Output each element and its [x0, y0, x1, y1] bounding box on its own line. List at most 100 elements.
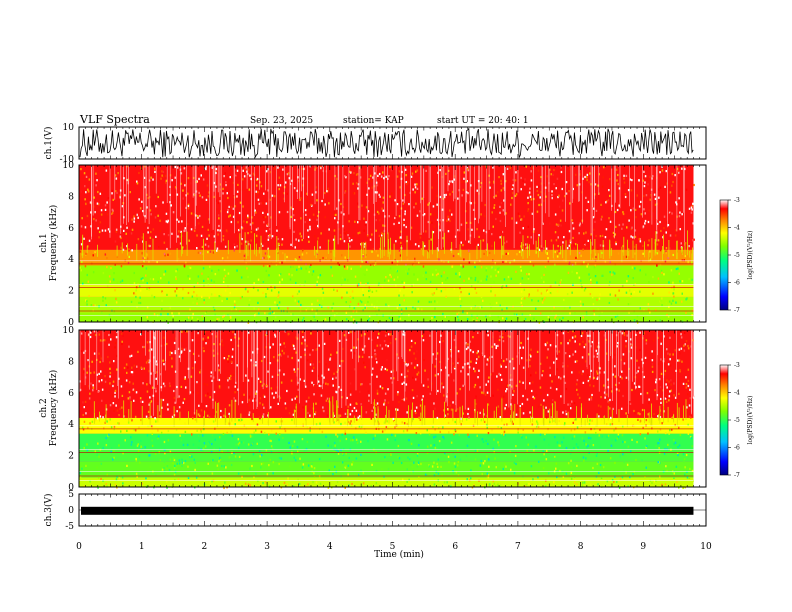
spectrogram-cell [516, 313, 518, 316]
spectrogram-cell [599, 428, 601, 431]
spectrogram-cell [104, 297, 107, 300]
spectrogram-cell [540, 392, 542, 395]
spectrogram-cell [392, 369, 395, 372]
spectrogram-cell [116, 281, 119, 284]
spectrogram-cell [247, 483, 250, 486]
spectrogram-cell [379, 385, 382, 388]
spectrogram-cell [219, 183, 222, 186]
spectrogram-cell [427, 385, 429, 388]
spectrogram-cell [360, 423, 362, 426]
spectrogram-cell [146, 341, 149, 344]
spectrogram-cell [106, 266, 108, 269]
spectrogram-cell [681, 292, 683, 295]
spectrogram-cell [659, 319, 661, 322]
spectrogram-cell [391, 261, 393, 264]
spectrogram-cell [196, 391, 199, 394]
spectrogram-cell [645, 339, 648, 342]
spectrogram-cell [517, 428, 519, 431]
spectrogram-cell [298, 256, 301, 259]
spectrogram-cell [140, 447, 143, 450]
spectrogram-cell [580, 450, 583, 454]
spectrogram-cell [635, 216, 637, 219]
spectrogram-cell [123, 216, 125, 219]
spectrogram-cell [133, 389, 135, 392]
spectrogram-cell [527, 209, 529, 212]
spectrogram-cell [642, 179, 644, 182]
spectrogram-cell [594, 183, 597, 186]
spectrogram-cell [570, 459, 572, 462]
spectrogram-cell [617, 173, 619, 177]
spectrogram-cell [93, 196, 95, 199]
spectrogram-cell [591, 393, 593, 397]
spectrogram-cell [232, 215, 235, 218]
spectrogram-cell [686, 476, 689, 479]
spectrogram-cell [80, 243, 83, 246]
spectrogram-cell [663, 227, 665, 230]
spectrogram-cell [157, 195, 159, 199]
spectrogram-cell [332, 238, 335, 241]
spectrogram-cell [99, 192, 102, 195]
spectrogram-cell [554, 281, 557, 284]
spectrogram-cell [579, 279, 582, 282]
spectrogram-cell [336, 370, 339, 373]
spectrogram-cell [110, 338, 112, 341]
spectrogram-cell [685, 386, 687, 389]
spectrogram-cell [262, 280, 265, 283]
spectrogram-cell [590, 398, 593, 401]
spectrogram-cell [315, 166, 317, 170]
spectrogram-cell [214, 438, 216, 441]
spectrogram-cell [283, 481, 286, 484]
spectrogram-cell [453, 379, 455, 382]
spectrogram-cell [593, 376, 595, 379]
spectrogram-cell [109, 367, 111, 370]
spectrogram-cell [602, 176, 605, 179]
spectrogram-cell [453, 338, 456, 342]
spectrogram-cell [166, 403, 169, 406]
spectrogram-cell [126, 429, 128, 432]
spectrogram-cell [256, 423, 259, 426]
spectrogram-cell [511, 378, 513, 381]
spectrogram-cell [477, 331, 479, 334]
spectrogram-cell [391, 433, 393, 436]
spectrogram-cell [639, 269, 641, 272]
spectrogram-cell [533, 397, 536, 400]
spectrogram-cell [501, 177, 504, 180]
spectrogram-cell [87, 385, 90, 388]
spectrogram-cell [589, 172, 591, 175]
spectrogram-cell [599, 367, 601, 370]
spectrogram-cell [397, 408, 399, 411]
spectrogram-cell [451, 265, 453, 268]
spectrogram-cell [536, 350, 539, 353]
spectrogram-cell [685, 188, 688, 191]
spectrogram-cell [346, 318, 348, 321]
spectrogram-cell [261, 384, 264, 387]
spectrogram-cell [288, 273, 290, 276]
spectrogram-cell [342, 360, 344, 363]
spectrogram-cell [587, 444, 589, 447]
spectrogram-cell [337, 450, 339, 453]
spectrogram-cell [639, 419, 642, 422]
spectrogram-cell [89, 201, 92, 204]
spectrogram-cell [316, 299, 319, 302]
spectrogram-cell [310, 263, 312, 266]
spectrogram-cell [588, 436, 590, 439]
spectrogram-cell [435, 357, 437, 360]
spectrogram-cell [347, 464, 350, 467]
spectrogram-cell [635, 371, 638, 374]
spectrogram-cell [554, 316, 556, 319]
spectrogram-cell [389, 453, 392, 456]
spectrogram-cell [515, 384, 518, 387]
spectrogram-cell [505, 365, 507, 369]
spectrogram-cell [681, 300, 683, 303]
spectrogram-cell [654, 197, 657, 200]
spectrogram-cell [302, 336, 304, 339]
spectrogram-cell [167, 234, 170, 237]
spectrogram-cell [457, 363, 459, 366]
spectrogram-cell [426, 451, 429, 455]
spectrogram-cell [313, 315, 315, 319]
spectrogram-cell [598, 471, 600, 474]
spectrogram-cell [252, 453, 255, 456]
spectrogram-cell [311, 381, 313, 384]
spectrogram-cell [387, 333, 390, 336]
spectrogram-cell [236, 306, 238, 309]
